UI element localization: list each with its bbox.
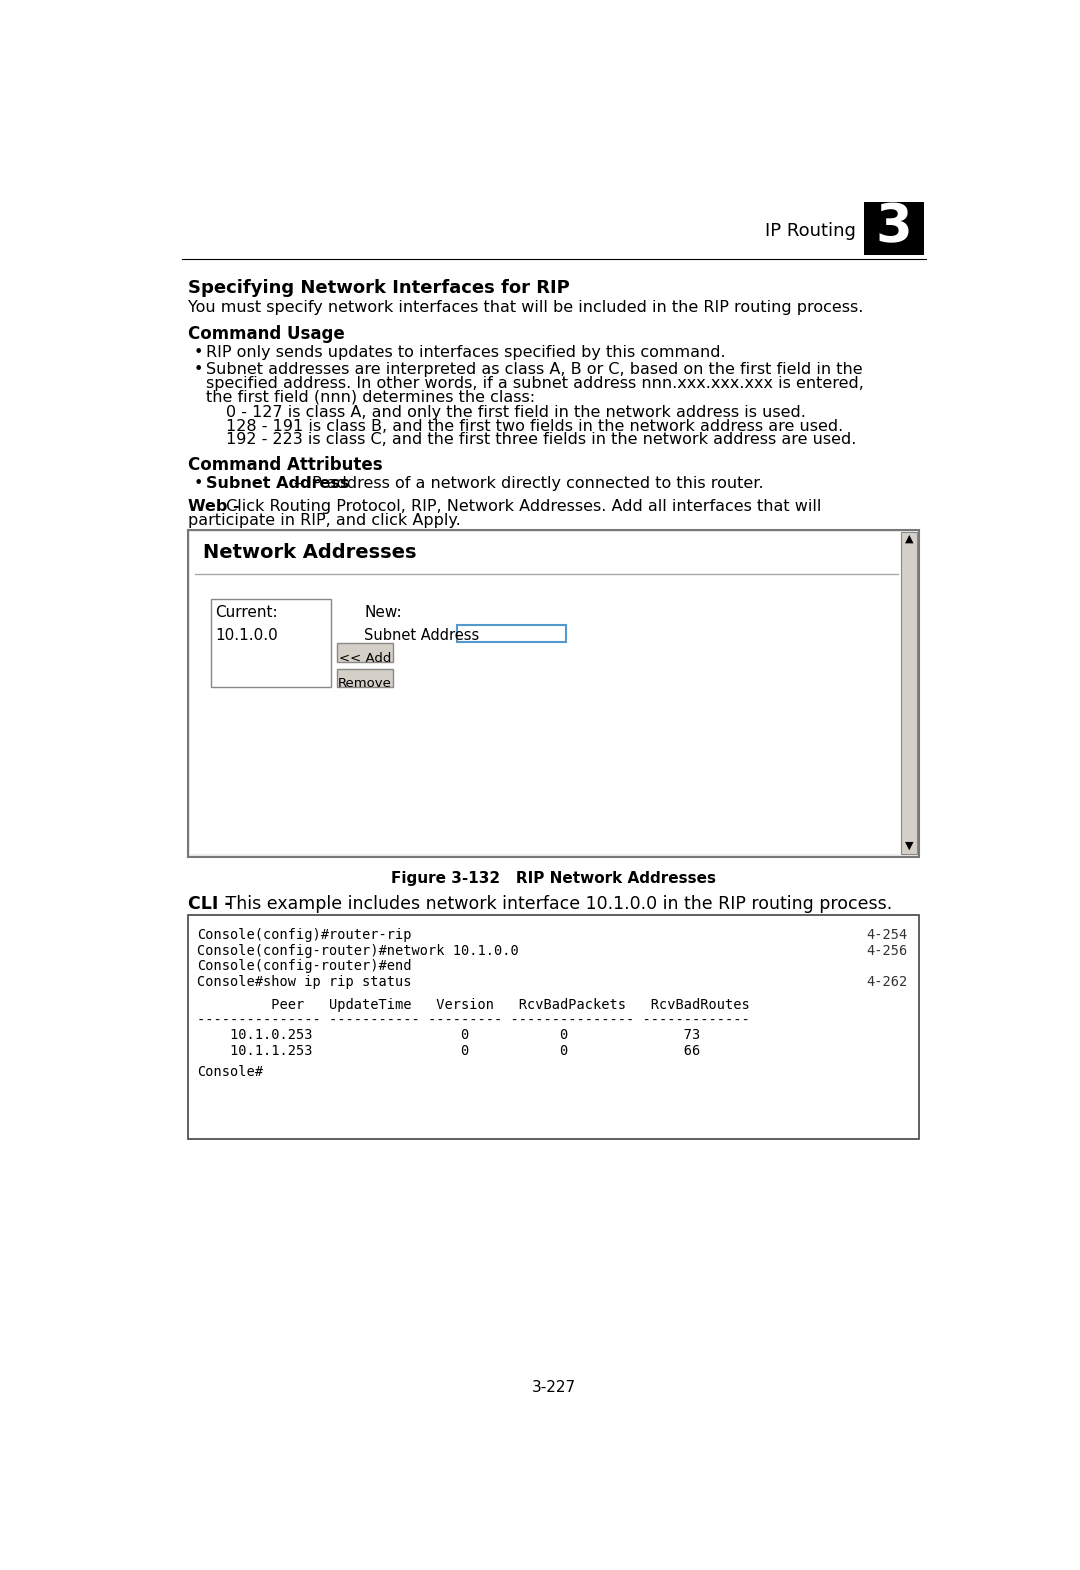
Text: Subnet Address: Subnet Address — [206, 476, 350, 490]
Text: 10.1.0.0: 10.1.0.0 — [216, 628, 279, 644]
Text: Peer   UpdateTime   Version   RcvBadPackets   RcvBadRoutes: Peer UpdateTime Version RcvBadPackets Rc… — [197, 997, 750, 1011]
Text: 4-254: 4-254 — [866, 928, 907, 942]
Text: Current:: Current: — [215, 604, 278, 620]
Text: •: • — [193, 345, 203, 360]
Text: This example includes network interface 10.1.0.0 in the RIP routing process.: This example includes network interface … — [220, 895, 892, 914]
Text: 3: 3 — [876, 201, 913, 253]
Text: participate in RIP, and click Apply.: participate in RIP, and click Apply. — [188, 512, 460, 528]
Text: IP Routing: IP Routing — [765, 221, 855, 240]
Text: Remove: Remove — [338, 677, 392, 691]
Bar — [188, 914, 919, 1140]
Text: Web -: Web - — [188, 499, 240, 513]
Text: Console(config-router)#network 10.1.0.0: Console(config-router)#network 10.1.0.0 — [197, 944, 518, 958]
Text: 10.1.0.253                  0           0              73: 10.1.0.253 0 0 73 — [197, 1028, 700, 1042]
Text: Command Attributes: Command Attributes — [188, 457, 382, 474]
Text: 0 - 127 is class A, and only the first field in the network address is used.: 0 - 127 is class A, and only the first f… — [227, 405, 807, 419]
Text: Command Usage: Command Usage — [188, 325, 345, 344]
Text: Console(config)#router-rip: Console(config)#router-rip — [197, 928, 411, 942]
Text: 3-227: 3-227 — [531, 1380, 576, 1396]
Text: Console#show ip rip status: Console#show ip rip status — [197, 975, 411, 989]
Text: << Add: << Add — [339, 652, 391, 666]
Bar — [864, 203, 924, 254]
Text: specified address. In other words, if a subnet address nnn.xxx.xxx.xxx is entere: specified address. In other words, if a … — [206, 375, 864, 391]
Text: 128 - 191 is class B, and the first two fields in the network address are used.: 128 - 191 is class B, and the first two … — [227, 419, 843, 433]
Text: ▼: ▼ — [905, 840, 914, 851]
Text: ▲: ▲ — [905, 534, 914, 543]
Text: 192 - 223 is class C, and the first three fields in the network address are used: 192 - 223 is class C, and the first thre… — [227, 432, 856, 447]
Text: •: • — [193, 476, 203, 490]
Bar — [190, 532, 902, 854]
Text: 4-262: 4-262 — [866, 975, 907, 989]
Text: Console#: Console# — [197, 1066, 264, 1080]
Bar — [188, 529, 919, 857]
Bar — [337, 644, 393, 663]
Text: Figure 3-132   RIP Network Addresses: Figure 3-132 RIP Network Addresses — [391, 871, 716, 887]
Text: 10.1.1.253                  0           0              66: 10.1.1.253 0 0 66 — [197, 1044, 700, 1058]
Text: --------------- ----------- --------- --------------- -------------: --------------- ----------- --------- --… — [197, 1013, 750, 1027]
Text: Console(config-router)#end: Console(config-router)#end — [197, 959, 411, 973]
Text: Network Addresses: Network Addresses — [203, 543, 417, 562]
Bar — [458, 625, 566, 642]
Text: – IP address of a network directly connected to this router.: – IP address of a network directly conne… — [289, 476, 764, 490]
Text: RIP only sends updates to interfaces specified by this command.: RIP only sends updates to interfaces spe… — [206, 345, 726, 360]
Text: You must specify network interfaces that will be included in the RIP routing pro: You must specify network interfaces that… — [188, 300, 863, 316]
Text: Specifying Network Interfaces for RIP: Specifying Network Interfaces for RIP — [188, 279, 569, 297]
Text: Subnet Address: Subnet Address — [364, 628, 480, 644]
Text: Click Routing Protocol, RIP, Network Addresses. Add all interfaces that will: Click Routing Protocol, RIP, Network Add… — [221, 499, 822, 513]
Text: Subnet addresses are interpreted as class A, B or C, based on the first field in: Subnet addresses are interpreted as clas… — [206, 361, 863, 377]
Bar — [211, 598, 332, 688]
Bar — [902, 532, 917, 854]
Text: •: • — [193, 361, 203, 377]
Text: New:: New: — [364, 604, 402, 620]
Bar — [337, 669, 393, 688]
Text: the first field (nnn) determines the class:: the first field (nnn) determines the cla… — [206, 389, 536, 405]
Text: 4-256: 4-256 — [866, 944, 907, 958]
Text: CLI -: CLI - — [188, 895, 231, 914]
